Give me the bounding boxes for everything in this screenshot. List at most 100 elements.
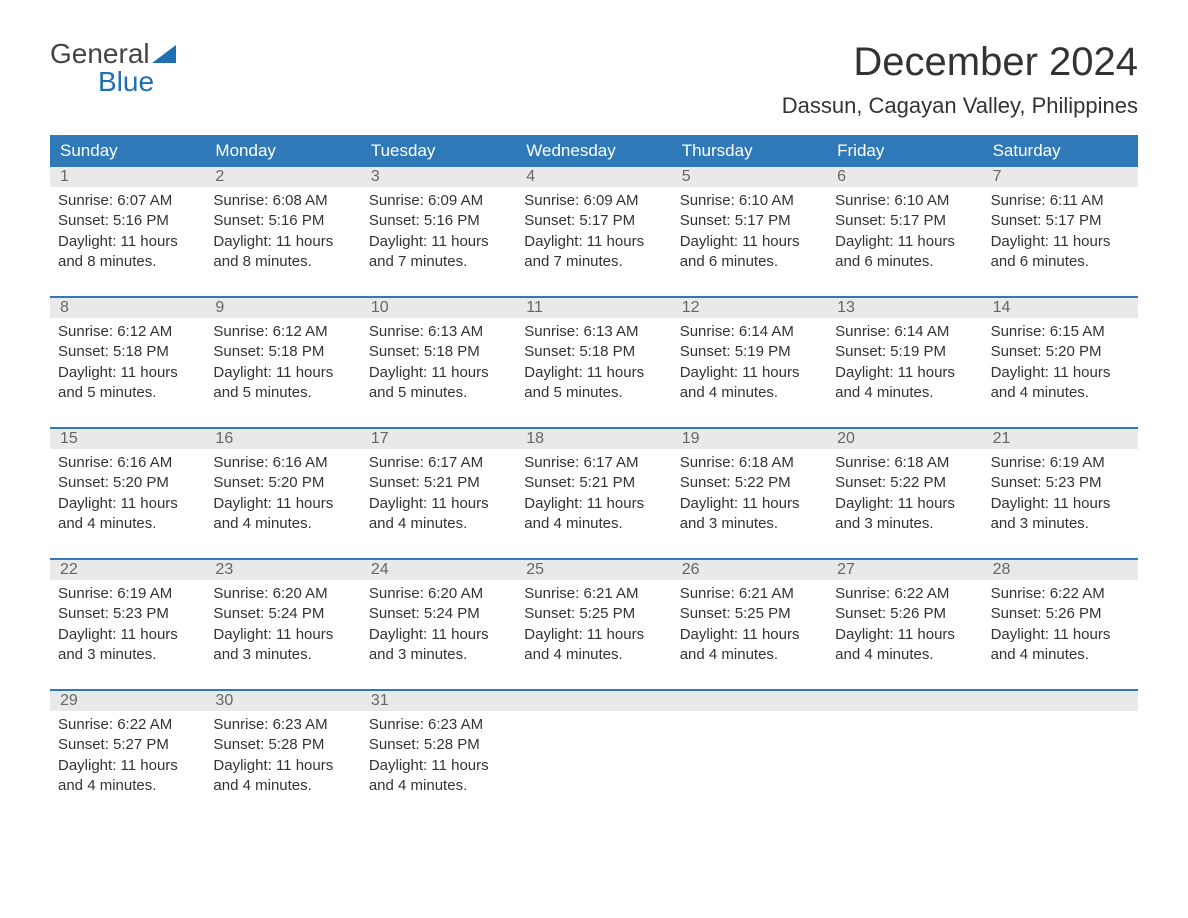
day-cell: Sunrise: 6:13 AMSunset: 5:18 PMDaylight:… [516,318,671,413]
day-cell: Sunrise: 6:22 AMSunset: 5:27 PMDaylight:… [50,711,205,806]
day-number: 2 [205,167,360,187]
day-number: 14 [983,298,1138,318]
sunrise-line: Sunrise: 6:22 AM [835,584,974,604]
sunset-line: Sunset: 5:20 PM [991,342,1130,362]
day-number: 3 [361,167,516,187]
dow-tuesday: Tuesday [361,135,516,167]
sunset-line: Sunset: 5:24 PM [213,604,352,624]
daylight-line: Daylight: 11 hours and 3 minutes. [213,625,352,666]
daylight-line: Daylight: 11 hours and 5 minutes. [213,363,352,404]
month-title: December 2024 [782,40,1138,85]
sunrise-line: Sunrise: 6:23 AM [213,715,352,735]
sunset-line: Sunset: 5:17 PM [835,211,974,231]
dow-friday: Friday [827,135,982,167]
day-cell: Sunrise: 6:22 AMSunset: 5:26 PMDaylight:… [983,580,1138,675]
daylight-line: Daylight: 11 hours and 4 minutes. [524,625,663,666]
day-number: 24 [361,560,516,580]
sunset-line: Sunset: 5:22 PM [835,473,974,493]
daylight-line: Daylight: 11 hours and 4 minutes. [213,756,352,797]
day-cell: Sunrise: 6:20 AMSunset: 5:24 PMDaylight:… [361,580,516,675]
sunrise-line: Sunrise: 6:19 AM [991,453,1130,473]
day-number-row: 293031 [50,691,1138,711]
day-number: 18 [516,429,671,449]
calendar-week: 15161718192021 Sunrise: 6:16 AM Sunset: 5:… [50,427,1138,544]
sunrise-line: Sunrise: 6:20 AM [213,584,352,604]
sunrise-line: Sunrise: 6:11 AM [991,191,1130,211]
day-number: 31 [361,691,516,711]
sunrise-line: Sunrise: 6:16 AM [58,453,197,473]
day-number: 26 [672,560,827,580]
sunset-line: Sunset: 5:25 PM [680,604,819,624]
daylight-line: Daylight: 11 hours and 8 minutes. [213,232,352,273]
dow-saturday: Saturday [983,135,1138,167]
daylight-line: Daylight: 11 hours and 6 minutes. [835,232,974,273]
sunset-line: Sunset: 5:16 PM [213,211,352,231]
day-cell: Sunrise: 6:10 AMSunset: 5:17 PMDaylight:… [827,187,982,282]
sunset-line: Sunset: 5:25 PM [524,604,663,624]
sunrise-line: Sunrise: 6:13 AM [369,322,508,342]
logo-general: General [50,40,150,68]
sunrise-line: Sunrise: 6:18 AM [680,453,819,473]
sunrise-line: Sunrise: 6:18 AM [835,453,974,473]
day-number: 5 [672,167,827,187]
sunset-line: Sunset: 5:17 PM [991,211,1130,231]
day-number: 19 [672,429,827,449]
title-block: December 2024 Dassun, Cagayan Valley, Ph… [782,40,1138,119]
day-number: 22 [50,560,205,580]
sunrise-line: Sunrise: 6:16 AM [213,453,352,473]
day-cell: Sunrise: 6:17 AMSunset: 5:21 PMDaylight:… [361,449,516,544]
day-cell: Sunrise: 6:18 AMSunset: 5:22 PMDaylight:… [672,449,827,544]
sunrise-line: Sunrise: 6:10 AM [680,191,819,211]
day-cell: Sunrise: 6:19 AMSunset: 5:23 PMDaylight:… [50,580,205,675]
day-cell: Sunrise: 6:09 AMSunset: 5:16 PMDaylight:… [361,187,516,282]
calendar-week: 22232425262728Sunrise: 6:19 AMSunset: 5:… [50,558,1138,675]
day-cell: Sunrise: 6:10 AMSunset: 5:17 PMDaylight:… [672,187,827,282]
daylight-line: Daylight: 11 hours and 4 minutes. [58,494,197,535]
sunset-line: Sunset: 5:17 PM [680,211,819,231]
day-cell: Sunrise: 6:08 AMSunset: 5:16 PMDaylight:… [205,187,360,282]
daylight-line: Daylight: 11 hours and 4 minutes. [680,363,819,404]
day-number: 6 [827,167,982,187]
sunset-line: Sunset: 5:23 PM [991,473,1130,493]
daylight-line: Daylight: 11 hours and 6 minutes. [680,232,819,273]
sunrise-line: Sunrise: 6:23 AM [369,715,508,735]
calendar-week: 293031Sunrise: 6:22 AMSunset: 5:27 PMDay… [50,689,1138,806]
location: Dassun, Cagayan Valley, Philippines [782,93,1138,119]
daylight-line: Daylight: 11 hours and 4 minutes. [991,363,1130,404]
daylight-line: Daylight: 11 hours and 4 minutes. [369,494,508,535]
sunset-line: Sunset: 5:21 PM [369,473,508,493]
calendar-week: 891011121314Sunrise: 6:12 AMSunset: 5:18… [50,296,1138,413]
day-cell: Sunrise: 6:21 AMSunset: 5:25 PMDaylight:… [516,580,671,675]
sunset-line: Sunset: 5:18 PM [369,342,508,362]
sunset-line: Sunset: 5:21 PM [524,473,663,493]
daylight-line: Daylight: 11 hours and 4 minutes. [58,756,197,797]
sunrise-line: Sunrise: 6:20 AM [369,584,508,604]
day-number [516,691,671,711]
day-number: 25 [516,560,671,580]
day-cell: Sunrise: 6:13 AMSunset: 5:18 PMDaylight:… [361,318,516,413]
sunrise-line: Sunrise: 6:14 AM [835,322,974,342]
day-number: 21 [983,429,1138,449]
day-number: 11 [516,298,671,318]
sunrise-line: Sunrise: 6:17 AM [369,453,508,473]
daylight-line: Daylight: 11 hours and 7 minutes. [524,232,663,273]
daylight-line: Daylight: 11 hours and 5 minutes. [58,363,197,404]
day-number: 13 [827,298,982,318]
sunrise-line: Sunrise: 6:09 AM [524,191,663,211]
sunset-line: Sunset: 5:28 PM [369,735,508,755]
dow-wednesday: Wednesday [516,135,671,167]
sunrise-line: Sunrise: 6:22 AM [991,584,1130,604]
day-number: 29 [50,691,205,711]
day-number: 12 [672,298,827,318]
day-cell [672,711,827,806]
calendar: Sunday Monday Tuesday Wednesday Thursday… [50,135,1138,806]
day-cell: Sunrise: 6:15 AMSunset: 5:20 PMDaylight:… [983,318,1138,413]
dow-monday: Monday [205,135,360,167]
day-cell [983,711,1138,806]
sunrise-line: Sunrise: 6:09 AM [369,191,508,211]
logo: General Blue [50,40,176,96]
day-number-row: 22232425262728 [50,560,1138,580]
day-cell: Sunrise: 6:14 AMSunset: 5:19 PMDaylight:… [672,318,827,413]
logo-sail-icon [152,45,176,63]
day-number-row: 15161718192021 [50,429,1138,449]
